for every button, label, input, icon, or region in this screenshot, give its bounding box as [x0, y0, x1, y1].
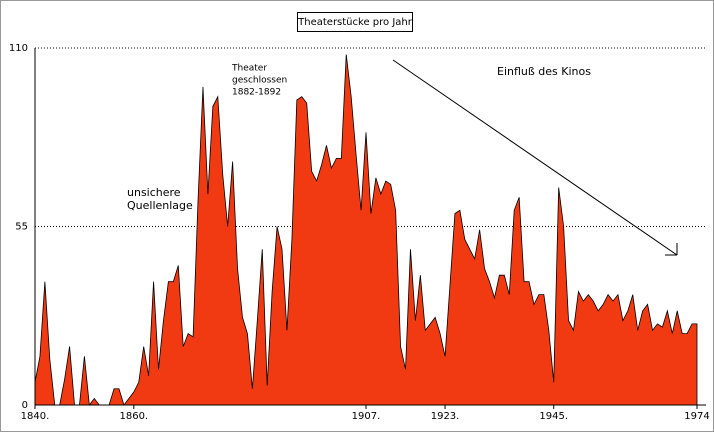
area [34, 54, 698, 407]
x-tick-label: 1860. [119, 411, 148, 422]
x-tick-label: 1907. [352, 411, 381, 422]
y-tick-label: 55 [15, 222, 28, 233]
y-tick-label: 110 [9, 43, 28, 54]
chart-title: Theaterstücke pro Jahr [297, 17, 413, 28]
title-box [297, 12, 413, 32]
y-tick-label: 0 [22, 400, 28, 411]
x-tick-label: 1974 [684, 411, 709, 422]
annotation: unsichere [127, 186, 181, 199]
x-tick-label: 1923. [431, 411, 460, 422]
x-tick-label: 1945. [539, 411, 568, 422]
annotation: Einfluß des Kinos [497, 65, 591, 78]
x-tick-label: 1840. [21, 411, 50, 422]
annotation: Theater [231, 64, 267, 74]
annotation: 1882-1892 [232, 88, 281, 98]
annotation: Quellenlage [127, 199, 193, 212]
trend-arrow [392, 59, 678, 256]
annotation: geschlossen [232, 76, 287, 86]
